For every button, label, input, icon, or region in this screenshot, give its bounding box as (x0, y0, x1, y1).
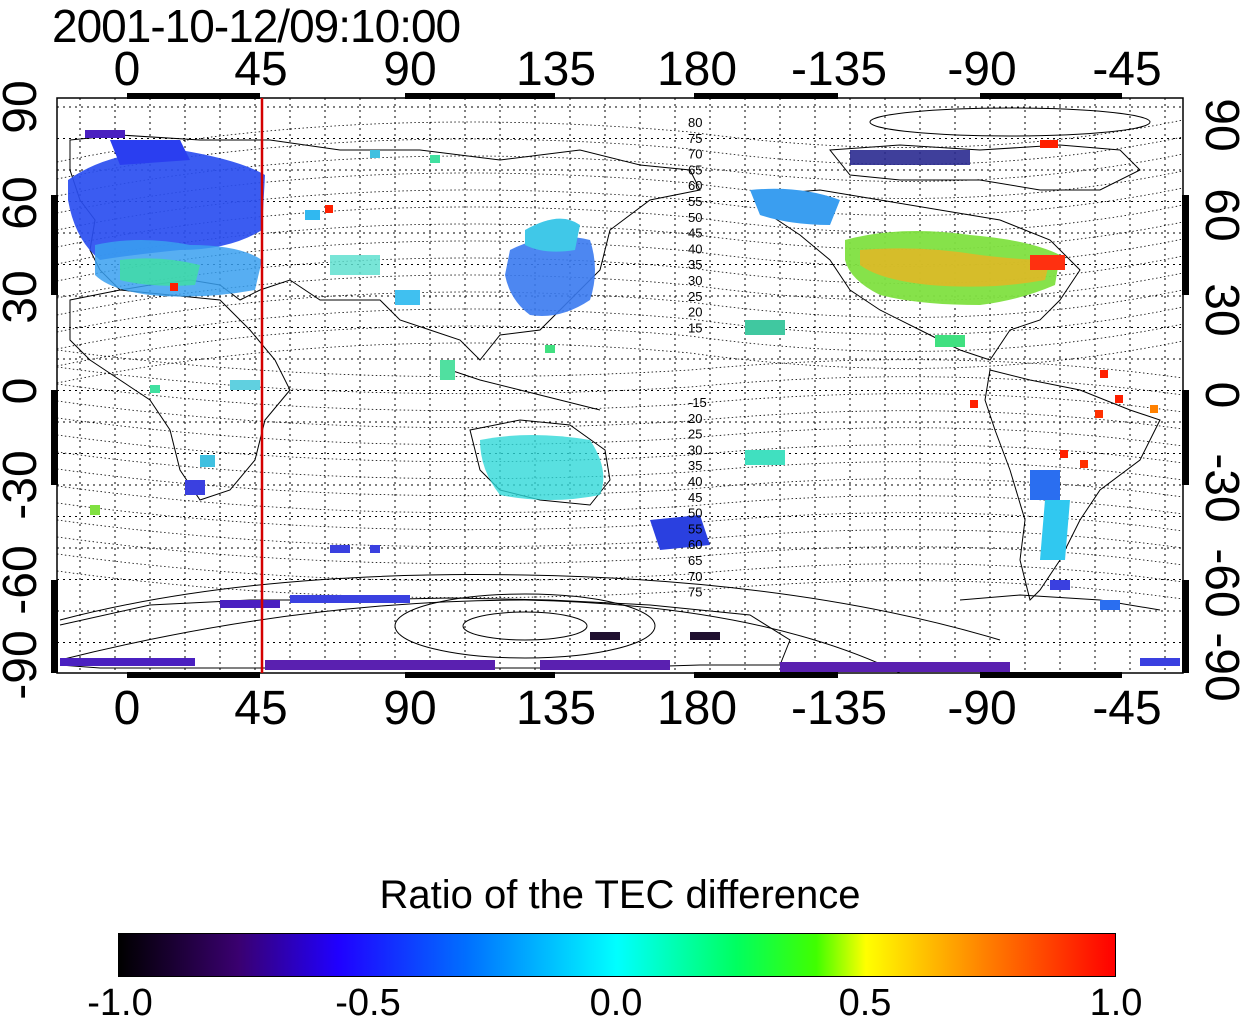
contour-label: 45 (688, 226, 702, 241)
lon-label-top: 135 (515, 43, 597, 96)
contour-label: 20 (688, 305, 702, 320)
colorbar-tick-label: 0.5 (838, 982, 892, 1024)
lon-label-top: -90 (947, 43, 1017, 96)
contour-label: 60 (688, 537, 702, 552)
colorbar-tick-label: 0.0 (589, 982, 643, 1024)
lon-label-top: 0 (113, 43, 141, 96)
lon-label-bottom: 0 (113, 682, 141, 735)
lon-label-top: 180 (656, 43, 738, 96)
lon-label-bottom: -90 (947, 682, 1017, 735)
lon-label-bottom: 45 (234, 682, 288, 735)
contour-label: 65 (688, 162, 702, 177)
lon-label-top: 45 (234, 43, 288, 96)
contour-label: -15 (688, 395, 707, 410)
contour-label: 25 (688, 427, 702, 442)
contour-label: 35 (688, 257, 702, 272)
contour-label: 75 (688, 131, 702, 146)
lon-label-top: -45 (1092, 43, 1162, 96)
lon-label-bottom: 135 (515, 682, 597, 735)
lon-label-bottom: 90 (383, 682, 437, 735)
contour-label: 70 (688, 569, 702, 584)
contour-label: 60 (688, 178, 702, 193)
contour-label: 40 (688, 241, 702, 256)
contour-label: 50 (688, 506, 702, 521)
contour-label: 30 (688, 273, 702, 288)
colorbar (118, 933, 1116, 977)
colorbar-tick-label: 1.0 (1089, 982, 1143, 1024)
contour-label: 25 (688, 289, 702, 304)
tec-data-patches (60, 130, 1180, 672)
contour-label: 50 (688, 210, 702, 225)
lon-label-top: 90 (383, 43, 437, 96)
contour-label: 45 (688, 490, 702, 505)
contour-labels: 8075706560555045403530252015-15202530354… (688, 115, 707, 600)
contour-label: 55 (688, 521, 702, 536)
magnetic-pole-contours (59, 107, 1151, 673)
colorbar-tick-label: -0.5 (335, 982, 401, 1024)
contour-label: 55 (688, 194, 702, 209)
colorbar-tick-label: -1.0 (87, 982, 153, 1024)
lon-label-top: -135 (790, 43, 888, 96)
lon-label-bottom: 180 (656, 682, 738, 735)
axis-tick-bars (51, 93, 1189, 678)
contour-label: 35 (688, 458, 702, 473)
map-title: 2001-10-12/09:10:00 (52, 0, 461, 52)
contour-label: 65 (688, 553, 702, 568)
contour-label: 70 (688, 147, 702, 162)
contour-label: 75 (688, 585, 702, 600)
contour-label: 80 (688, 115, 702, 130)
lon-label-bottom: -135 (790, 682, 888, 735)
contour-label: 40 (688, 474, 702, 489)
contour-label: 15 (688, 320, 702, 335)
lon-label-bottom: -45 (1092, 682, 1162, 735)
contour-label: 20 (688, 411, 702, 426)
contour-label: 30 (688, 442, 702, 457)
colorbar-title: Ratio of the TEC difference (379, 873, 861, 917)
